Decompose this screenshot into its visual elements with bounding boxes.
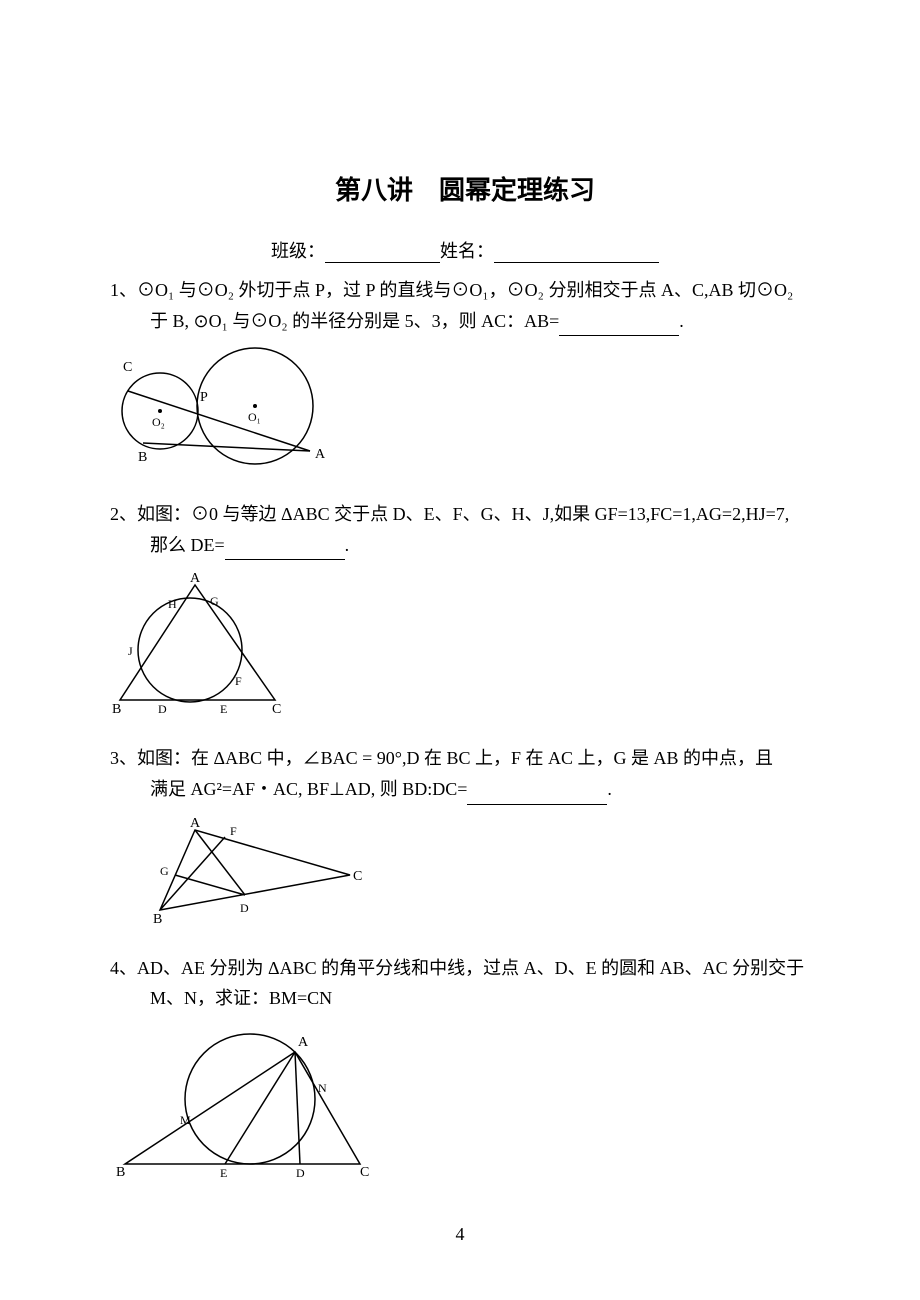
problem-4-line1: AD、AE 分别为 ΔABC 的角平分线和中线，过点 A、D、E 的圆和 AB、… — [137, 958, 804, 978]
class-blank — [325, 245, 440, 263]
name-blank — [494, 245, 659, 263]
problem-2-blank — [225, 542, 345, 560]
problem-2-text: 2、如图：⊙0 与等边 ΔABC 交于点 D、E、F、G、H、J,如果 GF=1… — [110, 499, 820, 530]
problem-4-num: 4、 — [110, 958, 137, 978]
fig4-label-N: N — [318, 1081, 327, 1095]
problem-1-text: 1、⊙O₁ 与⊙O₂ 外切于点 P，过 P 的直线与⊙O₁，⊙O₂ 分别相交于点… — [110, 275, 820, 306]
problem-3-num: 3、 — [110, 748, 137, 768]
page-number: 4 — [0, 1224, 920, 1245]
figure-2: A G H J F B D E C — [110, 570, 820, 725]
problem-3-blank — [467, 787, 607, 805]
problem-1-blank — [559, 318, 679, 336]
fig3-label-D: D — [240, 901, 249, 915]
name-form-line: 班级： 姓名： — [110, 237, 820, 263]
problem-2: 2、如图：⊙0 与等边 ΔABC 交于点 D、E、F、G、H、J,如果 GF=1… — [110, 499, 820, 560]
fig4-label-A: A — [298, 1035, 309, 1050]
problem-4: 4、AD、AE 分别为 ΔABC 的角平分线和中线，过点 A、D、E 的圆和 A… — [110, 953, 820, 1014]
fig2-label-E: E — [220, 702, 227, 716]
problem-1-line1: ⊙O₁ 与⊙O₂ 外切于点 P，过 P 的直线与⊙O₁，⊙O₂ 分别相交于点 A… — [137, 280, 793, 300]
fig2-label-D: D — [158, 702, 167, 716]
page-title: 第八讲 圆幂定理练习 — [110, 170, 820, 207]
fig2-label-G: G — [210, 594, 219, 608]
class-label: 班级： — [271, 241, 325, 261]
fig2-label-A: A — [190, 571, 201, 586]
problem-1-line2-prefix: 于 B, ⊙O₁ 与⊙O₂ 的半径分别是 5、3，则 AC：AB= — [150, 311, 559, 331]
name-label: 姓名： — [440, 241, 494, 261]
fig2-label-F: F — [235, 674, 242, 688]
fig1-label-O2: O₂ — [152, 415, 165, 429]
fig4-label-C: C — [360, 1165, 369, 1180]
problem-3-line2-suffix: . — [607, 779, 612, 799]
problem-3: 3、如图：在 ΔABC 中，∠BAC = 90°,D 在 BC 上，F 在 AC… — [110, 743, 820, 804]
fig4-label-D: D — [296, 1166, 305, 1180]
fig1-label-O1: O₁ — [248, 410, 261, 424]
fig1-label-B: B — [138, 450, 147, 465]
problem-3-line1: 如图：在 ΔABC 中，∠BAC = 90°,D 在 BC 上，F 在 AC 上… — [137, 748, 773, 768]
fig4-label-M: M — [180, 1113, 191, 1127]
figure-3: A F G C D B — [140, 815, 820, 935]
problem-3-line2-prefix: 满足 AG²=AF・AC, BF⊥AD, 则 BD:DC= — [150, 779, 467, 799]
problem-4-text: 4、AD、AE 分别为 ΔABC 的角平分线和中线，过点 A、D、E 的圆和 A… — [110, 953, 820, 984]
fig1-label-A: A — [315, 447, 326, 462]
problem-2-line2-suffix: . — [345, 535, 350, 555]
problem-2-line1: 如图：⊙0 与等边 ΔABC 交于点 D、E、F、G、H、J,如果 GF=13,… — [137, 504, 789, 524]
fig3-label-F: F — [230, 824, 237, 838]
problem-2-num: 2、 — [110, 504, 137, 524]
fig1-label-C: C — [123, 360, 132, 375]
fig2-label-C: C — [272, 702, 281, 717]
problem-1: 1、⊙O₁ 与⊙O₂ 外切于点 P，过 P 的直线与⊙O₁，⊙O₂ 分别相交于点… — [110, 275, 820, 336]
problem-3-line2: 满足 AG²=AF・AC, BF⊥AD, 则 BD:DC=. — [110, 774, 820, 805]
fig3-label-B: B — [153, 912, 162, 927]
problem-1-num: 1、 — [110, 280, 137, 300]
fig4-label-B: B — [116, 1165, 125, 1180]
fig1-label-P: P — [200, 390, 208, 405]
fig2-label-J: J — [128, 644, 133, 658]
fig2-label-H: H — [168, 597, 177, 611]
fig4-label-E: E — [220, 1166, 227, 1180]
problem-2-line2-prefix: 那么 DE= — [150, 535, 225, 555]
fig2-label-B: B — [112, 702, 121, 717]
figure-4: A N M B E D C — [110, 1024, 820, 1189]
fig3-label-C: C — [353, 869, 362, 884]
problem-1-line2-suffix: . — [679, 311, 684, 331]
problem-1-line2: 于 B, ⊙O₁ 与⊙O₂ 的半径分别是 5、3，则 AC：AB=. — [110, 306, 820, 337]
fig3-label-G: G — [160, 864, 169, 878]
problem-2-line2: 那么 DE=. — [110, 530, 820, 561]
problem-3-text: 3、如图：在 ΔABC 中，∠BAC = 90°,D 在 BC 上，F 在 AC… — [110, 743, 820, 774]
figure-1: C P O₂ O₁ B A — [110, 346, 820, 481]
problem-4-line2: M、N，求证：BM=CN — [110, 983, 820, 1014]
fig3-label-A: A — [190, 816, 201, 831]
